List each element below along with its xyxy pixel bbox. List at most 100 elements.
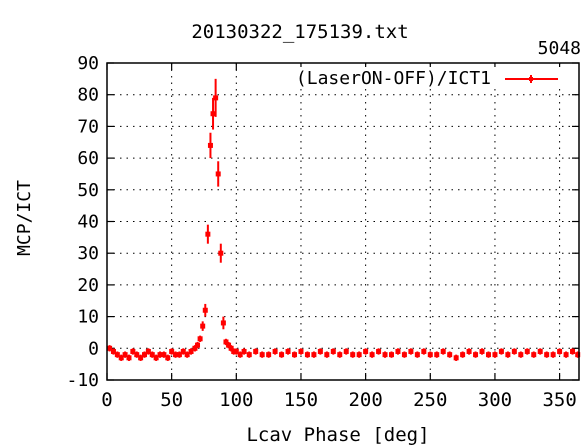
point-marker	[460, 352, 466, 358]
data-point	[188, 348, 194, 355]
point-marker	[363, 348, 369, 354]
point-marker	[231, 348, 237, 354]
point-marker	[220, 320, 226, 326]
point-marker	[524, 348, 530, 354]
point-marker	[138, 355, 144, 361]
point-marker	[479, 348, 485, 354]
point-marker	[197, 336, 203, 342]
y-tick-label: 10	[77, 307, 99, 328]
data-point	[421, 348, 427, 355]
point-marker	[266, 352, 272, 358]
point-marker	[453, 355, 459, 361]
legend-marker	[529, 77, 533, 81]
data-point	[440, 348, 446, 355]
data-point	[285, 348, 291, 355]
y-tick-label: 40	[77, 212, 99, 233]
data-point	[369, 351, 375, 358]
point-marker	[176, 352, 182, 358]
data-point	[220, 316, 226, 330]
point-marker	[169, 348, 175, 354]
data-point	[466, 348, 472, 355]
data-point	[122, 351, 128, 358]
data-point	[207, 132, 213, 159]
y-tick-label: 20	[77, 275, 99, 296]
data-point	[215, 161, 221, 187]
point-marker	[434, 352, 440, 358]
chart-title: 20130322_175139.txt	[191, 21, 408, 43]
point-marker	[205, 231, 211, 237]
point-marker	[223, 339, 229, 345]
y-tick-label: 70	[77, 116, 99, 137]
data-point	[237, 351, 243, 358]
data-point	[356, 351, 362, 358]
data-point	[126, 354, 132, 361]
x-tick-label: 0	[101, 389, 112, 411]
point-marker	[161, 352, 167, 358]
data-point	[570, 348, 576, 355]
point-marker	[200, 323, 206, 329]
y-tick-label: 30	[77, 243, 99, 264]
data-point	[343, 348, 349, 355]
point-marker	[180, 348, 186, 354]
point-marker	[324, 352, 330, 358]
point-marker	[518, 352, 524, 358]
data-point	[246, 351, 252, 358]
data-point	[279, 351, 285, 358]
x-tick-label: 300	[478, 389, 512, 411]
data-point	[157, 351, 163, 358]
x-tick-label: 150	[284, 389, 318, 411]
data-point	[241, 348, 247, 355]
data-point	[153, 354, 159, 361]
y-tick-label: -10	[66, 370, 99, 391]
data-point	[259, 351, 265, 358]
data-point	[460, 351, 466, 358]
data-point	[376, 348, 382, 355]
point-marker	[134, 352, 140, 358]
data-point	[165, 354, 171, 361]
data-point	[317, 348, 323, 355]
data-point	[479, 348, 485, 355]
data-point	[223, 338, 229, 346]
point-marker	[447, 352, 453, 358]
data-point	[434, 351, 440, 358]
data-point	[161, 351, 167, 358]
data-point	[253, 348, 259, 355]
data-point	[202, 303, 208, 317]
x-tick-label: 250	[413, 389, 447, 411]
point-marker	[118, 355, 124, 361]
point-marker	[492, 352, 498, 358]
data-point	[226, 341, 232, 349]
data-point	[550, 351, 556, 358]
point-marker	[259, 352, 265, 358]
point-marker	[557, 348, 563, 354]
point-marker	[195, 342, 201, 348]
data-point	[149, 351, 155, 358]
x-tick-label: 100	[219, 389, 253, 411]
data-point	[414, 351, 420, 358]
data-point	[518, 351, 524, 358]
data-point	[498, 348, 504, 355]
point-marker	[188, 348, 194, 354]
y-ticks: -10 0 10 20 30 40 50 60 70 80 90	[66, 53, 579, 391]
point-marker	[414, 352, 420, 358]
point-marker	[157, 352, 163, 358]
point-marker	[395, 348, 401, 354]
data-point	[210, 97, 216, 130]
point-marker	[550, 352, 556, 358]
point-marker	[401, 352, 407, 358]
point-marker	[130, 348, 136, 354]
data-point	[537, 348, 543, 355]
data-point	[395, 348, 401, 355]
data-point	[363, 348, 369, 355]
point-marker	[272, 348, 278, 354]
data-point	[524, 348, 530, 355]
data-point	[176, 351, 182, 358]
point-marker	[473, 352, 479, 358]
data-point	[173, 351, 179, 358]
data-point	[195, 341, 201, 349]
data-point	[272, 348, 278, 355]
point-marker	[246, 352, 252, 358]
data-point	[544, 351, 550, 358]
data-point	[473, 351, 479, 358]
data-point	[213, 78, 219, 117]
